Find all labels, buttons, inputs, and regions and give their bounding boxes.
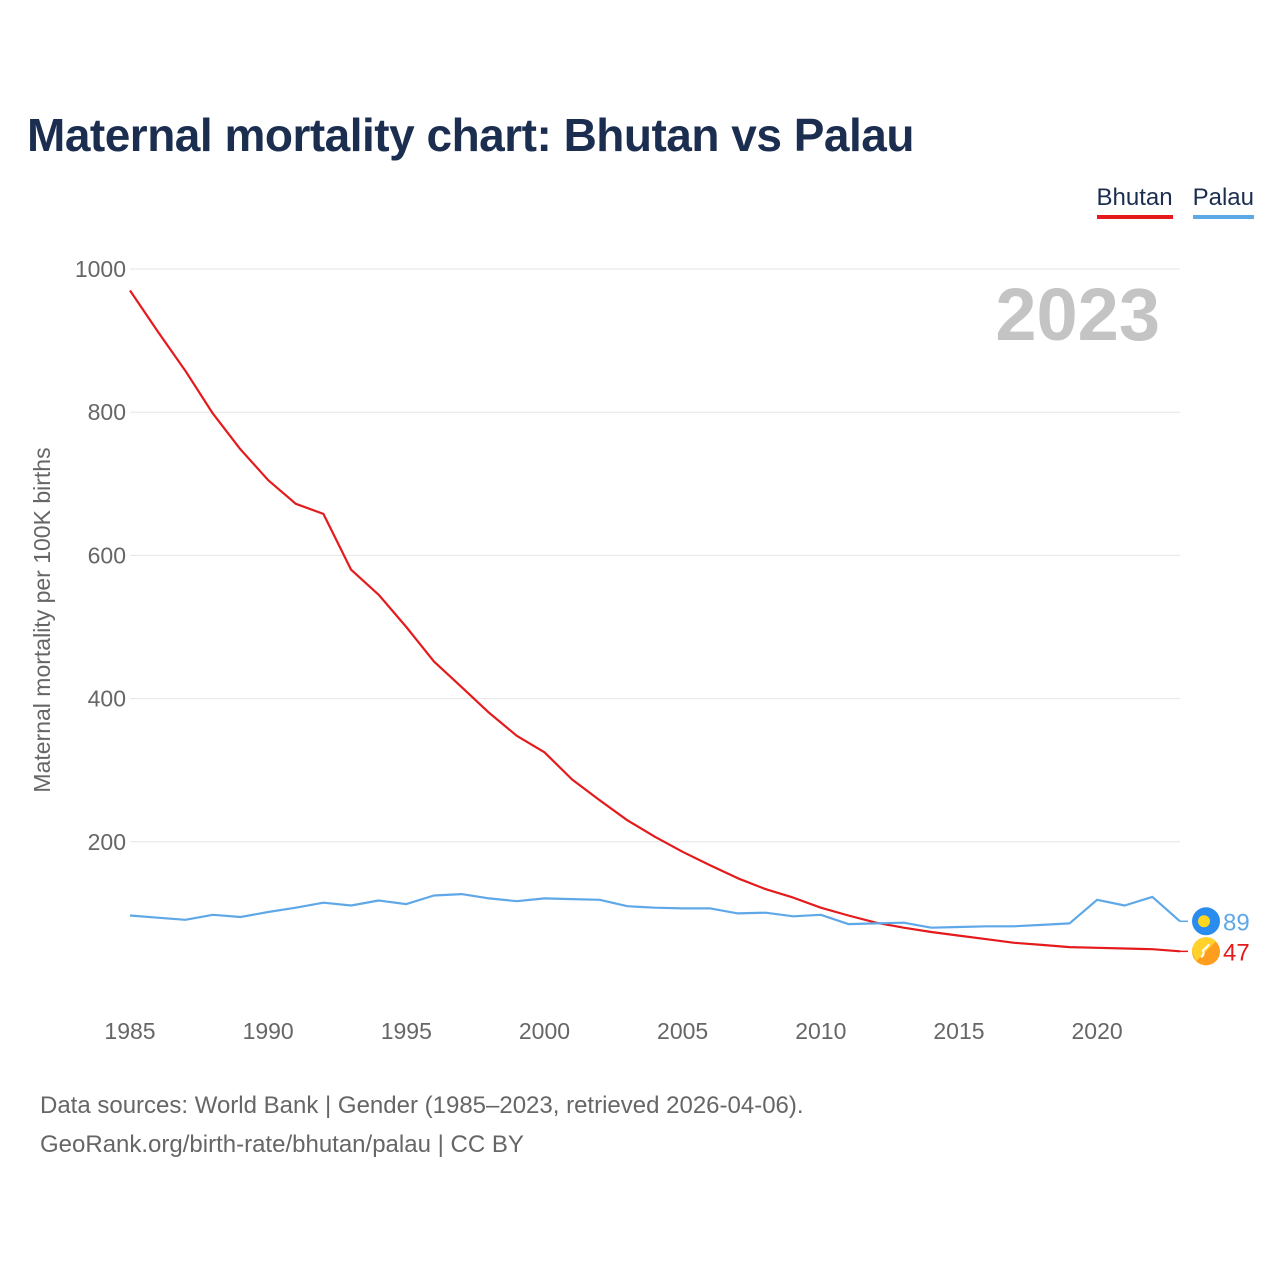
grid-lines bbox=[130, 268, 1180, 843]
series-line-palau[interactable] bbox=[129, 892, 1181, 929]
y-axis-label: Maternal mortality per 100K births bbox=[29, 447, 55, 792]
end-value-palau: 89 bbox=[1223, 909, 1250, 936]
bhutan-flag-icon bbox=[1191, 937, 1220, 966]
x-tick-label: 1990 bbox=[243, 1018, 294, 1044]
end-value-bhutan: 47 bbox=[1223, 939, 1250, 966]
chart-title: Maternal mortality chart: Bhutan vs Pala… bbox=[27, 109, 914, 161]
legend-item-palau[interactable]: Palau bbox=[1192, 184, 1254, 219]
legend-item-bhutan[interactable]: Bhutan bbox=[1096, 184, 1173, 219]
legend: Bhutan Palau bbox=[1096, 184, 1254, 219]
line-chart: 200 400 600 800 1000 1985 1990 1995 2000 2005 201… bbox=[29, 256, 1250, 1044]
series-line-bhutan[interactable] bbox=[129, 289, 1181, 953]
y-tick-label: 400 bbox=[88, 686, 126, 712]
y-tick-label: 1000 bbox=[75, 256, 126, 282]
footer-link[interactable]: GeoRank.org/birth-rate/bhutan/palau | CC… bbox=[40, 1131, 524, 1158]
x-tick-label: 2010 bbox=[795, 1018, 846, 1044]
x-tick-label: 1995 bbox=[381, 1018, 432, 1044]
footer: Data sources: World Bank | Gender (1985–… bbox=[40, 1086, 804, 1164]
y-axis-ticks: 200 400 600 800 1000 bbox=[75, 256, 126, 855]
x-tick-label: 2020 bbox=[1072, 1018, 1123, 1044]
palau-flag-icon bbox=[1192, 907, 1220, 936]
year-watermark: 2023 bbox=[995, 273, 1160, 356]
y-tick-label: 600 bbox=[88, 542, 126, 568]
y-tick-label: 200 bbox=[88, 829, 126, 855]
x-tick-label: 2015 bbox=[933, 1018, 984, 1044]
x-axis-ticks: 1985 1990 1995 2000 2005 2010 2015 2020 bbox=[104, 1018, 1122, 1044]
x-tick-label: 1985 bbox=[104, 1018, 155, 1044]
footer-source: Data sources: World Bank | Gender (1985–… bbox=[40, 1092, 804, 1119]
y-tick-label: 800 bbox=[88, 399, 126, 425]
x-tick-label: 2005 bbox=[657, 1018, 708, 1044]
series-lines bbox=[129, 289, 1181, 953]
x-tick-label: 2000 bbox=[519, 1018, 570, 1044]
